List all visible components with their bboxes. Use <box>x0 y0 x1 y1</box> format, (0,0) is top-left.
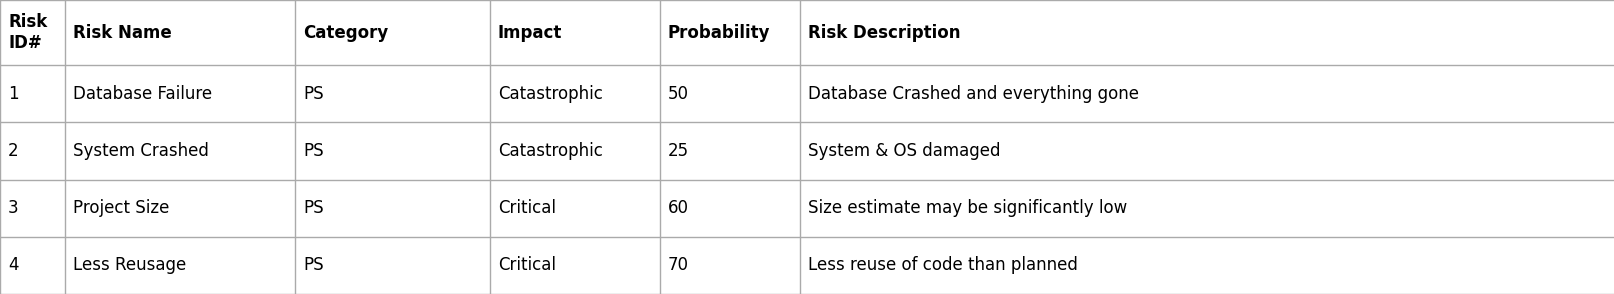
Bar <box>799 237 1614 294</box>
Bar <box>65 180 295 237</box>
Text: 60: 60 <box>668 199 689 217</box>
Text: Project Size: Project Size <box>73 199 169 217</box>
Text: Size estimate may be significantly low: Size estimate may be significantly low <box>807 199 1127 217</box>
Text: PS: PS <box>303 199 323 217</box>
Bar <box>0 180 65 237</box>
Bar <box>489 237 660 294</box>
Text: Catastrophic: Catastrophic <box>497 85 602 103</box>
Bar <box>660 65 799 122</box>
Bar <box>0 0 65 65</box>
Bar <box>799 65 1614 122</box>
Bar <box>489 122 660 180</box>
Text: 70: 70 <box>668 256 689 274</box>
Bar <box>0 122 65 180</box>
Bar <box>295 0 489 65</box>
Bar <box>489 0 660 65</box>
Bar <box>489 180 660 237</box>
Bar <box>295 122 489 180</box>
Bar <box>0 237 65 294</box>
Text: Critical: Critical <box>497 199 555 217</box>
Bar <box>660 0 799 65</box>
Bar <box>660 180 799 237</box>
Bar <box>65 237 295 294</box>
Bar <box>295 180 489 237</box>
Bar <box>489 65 660 122</box>
Text: Risk Description: Risk Description <box>807 24 960 41</box>
Text: Impact: Impact <box>497 24 562 41</box>
Text: Database Failure: Database Failure <box>73 85 211 103</box>
Bar <box>799 122 1614 180</box>
Bar <box>65 0 295 65</box>
Text: System & OS damaged: System & OS damaged <box>807 142 1001 160</box>
Text: Probability: Probability <box>668 24 770 41</box>
Text: PS: PS <box>303 142 323 160</box>
Bar <box>799 0 1614 65</box>
Bar <box>660 122 799 180</box>
Text: PS: PS <box>303 85 323 103</box>
Text: PS: PS <box>303 256 323 274</box>
Bar <box>65 65 295 122</box>
Bar <box>295 237 489 294</box>
Text: Database Crashed and everything gone: Database Crashed and everything gone <box>807 85 1138 103</box>
Text: 3: 3 <box>8 199 19 217</box>
Text: 1: 1 <box>8 85 19 103</box>
Text: Risk
ID#: Risk ID# <box>8 13 47 52</box>
Text: 50: 50 <box>668 85 689 103</box>
Bar <box>65 122 295 180</box>
Text: Risk Name: Risk Name <box>73 24 171 41</box>
Text: Category: Category <box>303 24 387 41</box>
Text: System Crashed: System Crashed <box>73 142 208 160</box>
Bar <box>0 65 65 122</box>
Bar <box>799 180 1614 237</box>
Text: Critical: Critical <box>497 256 555 274</box>
Bar <box>295 65 489 122</box>
Bar <box>660 237 799 294</box>
Text: 4: 4 <box>8 256 18 274</box>
Text: 2: 2 <box>8 142 19 160</box>
Text: 25: 25 <box>668 142 689 160</box>
Text: Less reuse of code than planned: Less reuse of code than planned <box>807 256 1077 274</box>
Text: Less Reusage: Less Reusage <box>73 256 186 274</box>
Text: Catastrophic: Catastrophic <box>497 142 602 160</box>
